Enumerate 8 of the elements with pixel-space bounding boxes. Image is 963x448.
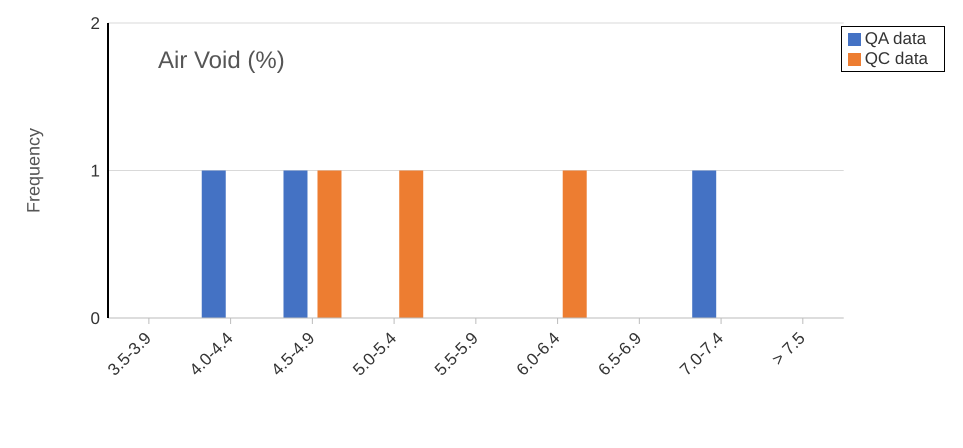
x-tick-label: > 7.5 [768, 328, 809, 370]
legend-label: QC data [864, 49, 928, 68]
text: Air Void (%) [158, 47, 285, 74]
y-axis-title: Frequency [23, 128, 44, 214]
legend-label: QA data [864, 29, 926, 48]
y-tick-label: 1 [90, 162, 100, 181]
y-tick-label: 0 [90, 309, 100, 328]
y-tick-label: 2 [90, 14, 100, 34]
